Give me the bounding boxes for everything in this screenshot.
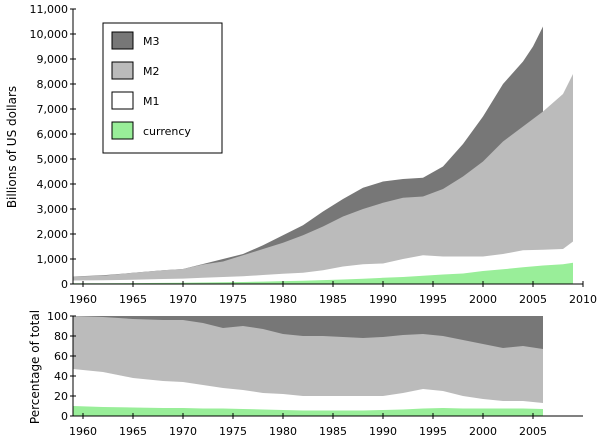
top-x-tick-label: 1965 xyxy=(119,293,147,306)
legend-swatch-m2 xyxy=(111,61,134,80)
legend-label-m1: M1 xyxy=(143,95,160,108)
legend-label-currency: currency xyxy=(143,125,191,138)
bottom-x-tick-label: 2000 xyxy=(469,425,497,438)
bottom-y-axis-label: Percentage of total xyxy=(28,310,42,424)
bottom-y-tick-label: 20 xyxy=(54,390,68,403)
bottom-x-tick-label: 1980 xyxy=(269,425,297,438)
legend-swatch-m3 xyxy=(111,31,134,50)
top-y-tick-label: 11,000 xyxy=(30,3,69,16)
bottom-x-tick-label: 1995 xyxy=(419,425,447,438)
legend: M3 M2 M1 currency xyxy=(102,22,223,154)
bottom-area-m1 xyxy=(73,369,543,416)
top-area-m1 xyxy=(73,241,573,284)
top-area-m2 xyxy=(73,74,573,284)
top-y-tick-label: 0 xyxy=(61,278,68,291)
top-y-tick-label: 8,000 xyxy=(37,78,69,91)
bottom-area-currency xyxy=(73,406,543,416)
legend-item-m3: M3 xyxy=(111,31,160,50)
top-x-tick-label: 1970 xyxy=(169,293,197,306)
top-y-tick-label: 6,000 xyxy=(37,128,69,141)
bottom-y-tick-label: 100 xyxy=(47,310,68,323)
top-y-tick-label: 10,000 xyxy=(30,28,69,41)
top-series-areas xyxy=(73,26,573,284)
top-x-tick-label: 2010 xyxy=(569,293,597,306)
bottom-x-tick-label: 1970 xyxy=(169,425,197,438)
top-y-tick-label: 3,000 xyxy=(37,203,69,216)
legend-label-m3: M3 xyxy=(143,35,160,48)
top-x-tick-label: 1980 xyxy=(269,293,297,306)
top-x-tick-label: 2005 xyxy=(519,293,547,306)
bottom-x-tick-label: 1965 xyxy=(119,425,147,438)
legend-item-currency: currency xyxy=(111,121,191,140)
legend-swatch-currency xyxy=(111,121,134,140)
bottom-y-tick-label: 60 xyxy=(54,350,68,363)
top-y-tick-label: 1,000 xyxy=(37,253,69,266)
legend-label-m2: M2 xyxy=(143,65,160,78)
top-x-tick-label: 1995 xyxy=(419,293,447,306)
top-y-tick-label: 9,000 xyxy=(37,53,69,66)
top-x-tick-label: 2000 xyxy=(469,293,497,306)
bottom-x-tick-label: 1990 xyxy=(369,425,397,438)
money-supply-absolute-chart: 0 1,000 2,000 3,000 4,000 5,000 6,000 7,000 8,00… xyxy=(5,3,597,306)
top-x-tick-label: 1985 xyxy=(319,293,347,306)
top-x-tick-label: 1960 xyxy=(69,293,97,306)
top-y-tick-label: 2,000 xyxy=(37,228,69,241)
bottom-x-tick-label: 1960 xyxy=(69,425,97,438)
bottom-y-tick-label: 40 xyxy=(54,370,68,383)
bottom-y-tick-label: 0 xyxy=(61,410,68,423)
legend-swatch-m1 xyxy=(111,91,134,110)
top-x-tick-label: 1990 xyxy=(369,293,397,306)
legend-item-m2: M2 xyxy=(111,61,160,80)
top-y-axis-label: Billions of US dollars xyxy=(5,86,19,208)
bottom-axes: 0 20 40 60 80 100 1960 1965 1970 1975 1980 1985 1990… xyxy=(47,310,583,438)
bottom-x-tick-label: 2005 xyxy=(519,425,547,438)
top-y-tick-label: 7,000 xyxy=(37,103,69,116)
top-axes: 0 1,000 2,000 3,000 4,000 5,000 6,000 7,000 8,00… xyxy=(30,3,598,306)
legend-item-m1: M1 xyxy=(111,91,160,110)
money-supply-percentage-chart: 0 20 40 60 80 100 1960 1965 1970 1975 1980 1985 1990… xyxy=(28,310,583,438)
bottom-series-areas xyxy=(73,316,543,416)
bottom-x-tick-label: 1975 xyxy=(219,425,247,438)
bottom-y-tick-label: 80 xyxy=(54,330,68,343)
top-x-tick-label: 1975 xyxy=(219,293,247,306)
top-area-currency xyxy=(73,262,573,284)
bottom-x-tick-label: 1985 xyxy=(319,425,347,438)
top-y-tick-label: 5,000 xyxy=(37,153,69,166)
top-y-tick-label: 4,000 xyxy=(37,178,69,191)
